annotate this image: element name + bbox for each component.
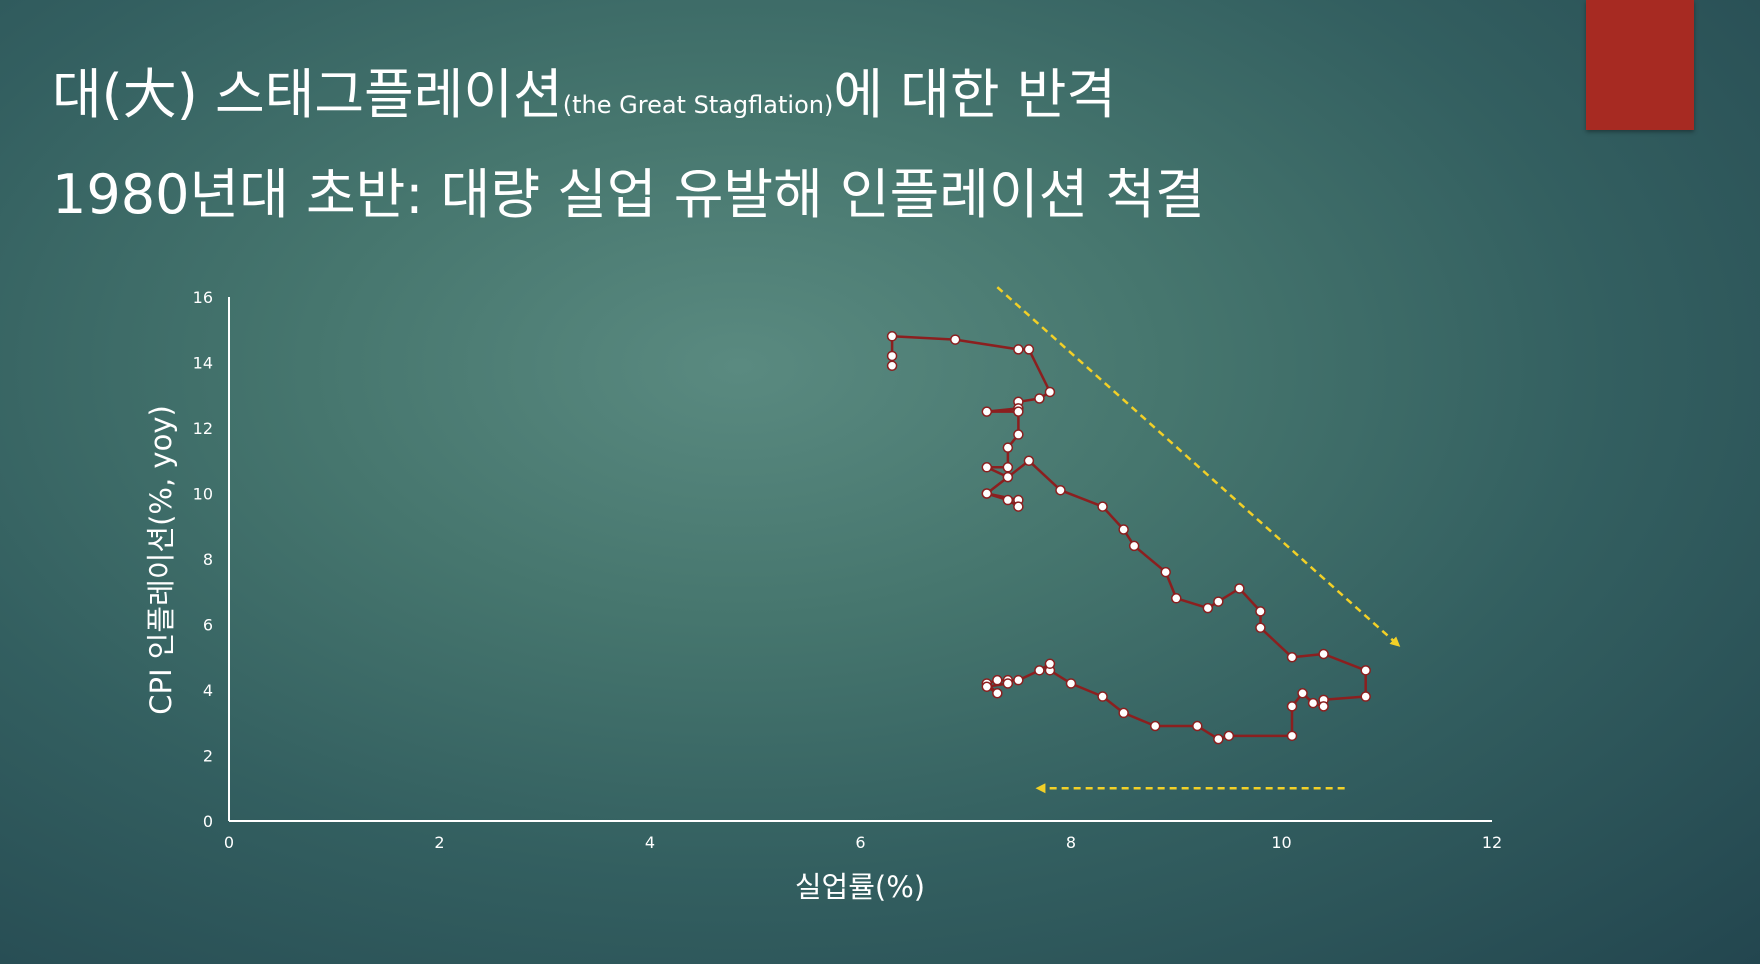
slide-subtitle: 1980년대 초반: 대량 실업 유발해 인플레이션 척결 — [52, 163, 1205, 226]
data-point — [1013, 501, 1024, 512]
x-tick-label: 12 — [1482, 833, 1502, 852]
data-point — [1318, 648, 1329, 660]
data-point — [1307, 697, 1319, 709]
data-point — [1192, 720, 1203, 732]
data-point — [1149, 720, 1161, 732]
data-point — [886, 331, 898, 342]
data-point — [1223, 730, 1235, 742]
data-point — [981, 681, 993, 692]
data-point — [981, 406, 993, 417]
y-tick-label: 6 — [203, 616, 213, 635]
y-tick-label: 12 — [193, 419, 213, 438]
data-point — [1013, 674, 1024, 686]
accent-block — [1586, 0, 1694, 130]
data-point — [1097, 691, 1108, 702]
trend-arrows — [996, 286, 1401, 794]
data-series — [886, 331, 1371, 745]
data-point — [992, 688, 1003, 699]
data-point — [1034, 393, 1045, 404]
y-tick-label: 8 — [203, 550, 213, 569]
title-english: (the Great Stagflation) — [562, 91, 834, 119]
axes: 0 2 4 6 8 10 12 0 2 4 6 8 10 12 14 16 — [193, 288, 1503, 852]
x-tick-label: 8 — [1066, 833, 1076, 852]
data-point — [1213, 596, 1224, 607]
y-tick-label: 16 — [193, 288, 213, 307]
x-axis-label: 실업률(%) — [795, 870, 925, 904]
data-point — [992, 674, 1003, 686]
y-tick-label: 10 — [193, 485, 213, 504]
data-point — [1286, 730, 1298, 742]
data-point — [981, 462, 993, 473]
data-point — [1002, 494, 1014, 506]
y-tick-label: 4 — [203, 681, 213, 700]
data-point — [1128, 540, 1140, 552]
data-point — [1097, 501, 1108, 512]
data-point — [1118, 524, 1129, 535]
data-point — [1255, 622, 1266, 634]
data-point — [1118, 707, 1129, 719]
data-point — [1023, 455, 1035, 466]
data-point — [1002, 462, 1014, 473]
data-point — [1286, 652, 1298, 663]
data-point — [1202, 602, 1214, 614]
y-tick-label: 14 — [193, 354, 213, 373]
data-point — [1213, 733, 1224, 745]
data-point — [1065, 678, 1077, 689]
x-tick-label: 6 — [855, 833, 865, 852]
data-point — [1002, 471, 1014, 483]
data-point — [1044, 658, 1056, 670]
y-tick-label: 2 — [203, 747, 213, 766]
data-point — [1034, 665, 1045, 676]
data-point — [1360, 665, 1371, 676]
trend-arrow — [996, 286, 1401, 647]
data-point — [1160, 566, 1171, 578]
data-point — [981, 488, 993, 499]
data-point — [1255, 606, 1266, 617]
data-point — [1002, 678, 1014, 689]
x-tick-label: 0 — [224, 833, 234, 852]
data-point — [1002, 442, 1014, 453]
data-point — [1171, 593, 1182, 604]
data-point — [1023, 344, 1035, 355]
data-point — [1234, 583, 1245, 594]
data-point — [1360, 691, 1371, 702]
data-point — [1286, 701, 1298, 712]
data-point — [1013, 429, 1024, 440]
x-tick-label: 4 — [645, 833, 655, 852]
y-tick-label: 0 — [203, 812, 213, 831]
title-end: 에 대한 반격 — [833, 63, 1117, 126]
data-point — [886, 360, 898, 372]
data-point — [949, 334, 961, 345]
slide-title: 대(大) 스태그플레이션(the Great Stagflation)에 대한 … — [52, 50, 1116, 129]
x-tick-label: 10 — [1271, 833, 1291, 852]
data-point — [1318, 701, 1329, 712]
data-point — [1013, 406, 1024, 417]
title-main: 대(大) 스태그플레이션 — [52, 63, 563, 126]
data-point — [1055, 484, 1066, 496]
x-tick-label: 2 — [434, 833, 444, 852]
series-line — [890, 335, 1367, 741]
y-axis-label: CPI 인플레이션(%, yoy) — [144, 405, 178, 715]
data-point — [886, 350, 898, 362]
data-point — [1013, 344, 1024, 355]
data-point — [1297, 688, 1308, 699]
data-point — [1044, 386, 1056, 398]
